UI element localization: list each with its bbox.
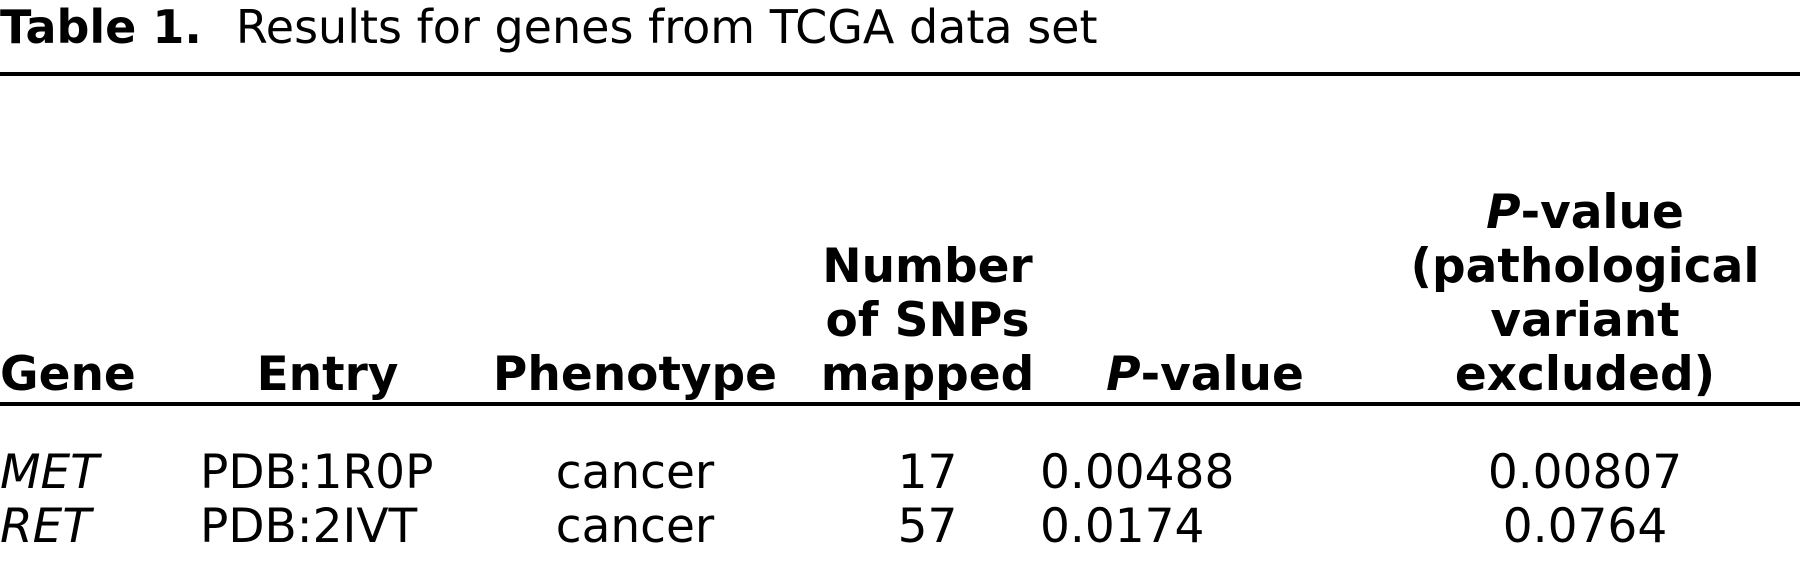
header-pvalue-rest: -value [1140, 347, 1304, 402]
header-pvalue-excluded-line2: (pathological [1410, 239, 1760, 294]
table-row: MET PDB:1R0P cancer 17 0.00488 0.00807 [0, 426, 1800, 500]
cell-pvalue: 0.00488 [1040, 445, 1235, 500]
header-pvalue-excluded-line3: variant [1490, 293, 1680, 348]
table-caption: Table 1. Results for genes from TCGA data… [0, 0, 1098, 56]
header-pvalue-p: P [1106, 347, 1141, 402]
cell-snps: 57 [897, 499, 958, 554]
cell-snps: 17 [897, 445, 958, 500]
header-pvalue-excluded-p: P [1486, 185, 1521, 240]
cell-phenotype: cancer [555, 499, 715, 554]
cell-pvalue-excluded: 0.0764 [1502, 499, 1668, 554]
top-rule [0, 72, 1800, 76]
header-pvalue: P-value [1040, 76, 1370, 426]
results-table: Gene Entry Phenotype Number of SNPs mapp… [0, 76, 1800, 554]
cell-entry: PDB:1R0P [200, 445, 434, 500]
cell-phenotype: cancer [555, 445, 715, 500]
cell-gene: MET [0, 445, 99, 500]
header-pvalue-excluded-rest: -value [1520, 185, 1684, 240]
header-rule [0, 402, 1800, 406]
header-snps-line1: Number [822, 239, 1033, 294]
header-row: Gene Entry Phenotype Number of SNPs mapp… [0, 76, 1800, 426]
table-label: Table 1. [0, 0, 202, 54]
header-snps-line3: mapped [820, 347, 1035, 402]
header-entry: Entry [256, 347, 399, 402]
header-snps-line2: of SNPs [825, 293, 1030, 348]
table-row: RET PDB:2IVT cancer 57 0.0174 0.0764 [0, 500, 1800, 554]
cell-pvalue: 0.0174 [1040, 499, 1205, 554]
header-pvalue-excluded-line4: excluded) [1454, 347, 1716, 402]
cell-gene: RET [0, 499, 92, 554]
cell-pvalue-excluded: 0.00807 [1487, 445, 1683, 500]
cell-entry: PDB:2IVT [200, 499, 418, 554]
header-snps: Number of SNPs mapped [815, 76, 1040, 426]
table-title: Results for genes from TCGA data set [235, 0, 1098, 54]
header-phenotype: Phenotype [492, 347, 778, 402]
header-gene: Gene [0, 347, 136, 402]
header-pvalue-excluded: P-value (pathological variant excluded) [1370, 76, 1800, 426]
